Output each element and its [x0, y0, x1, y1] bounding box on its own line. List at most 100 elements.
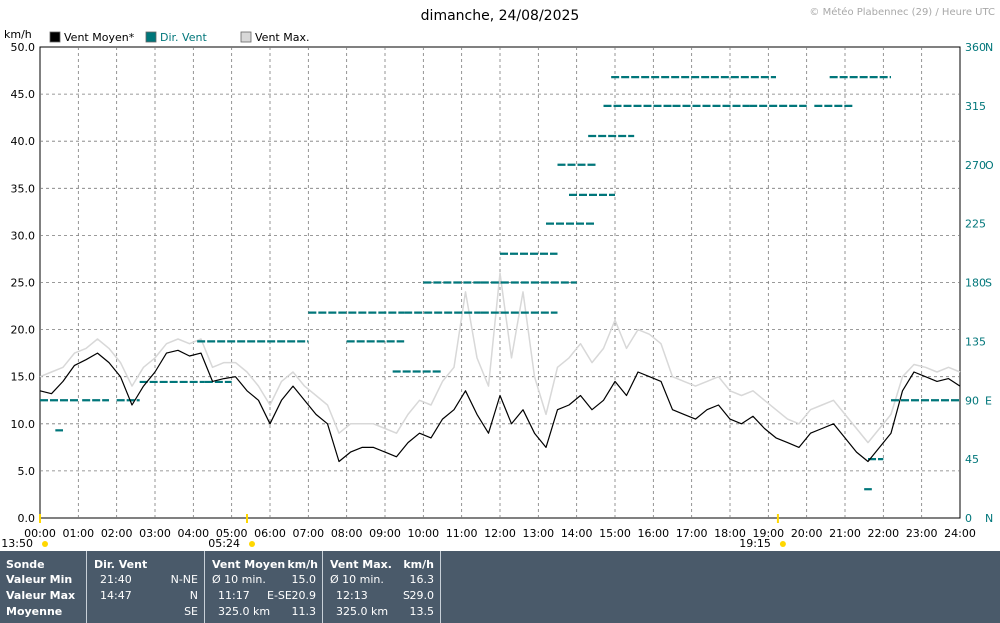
y2-cardinal-label: O [985, 159, 994, 172]
y-axis-unit: km/h [4, 28, 32, 41]
x-tick-label: 11:00 [446, 527, 478, 540]
x-tick-label: 19:00 [752, 527, 784, 540]
y2-cardinal-label: N [985, 41, 993, 54]
dir-min-value: N-NE [170, 573, 198, 586]
stats-header-sonde: Sonde [6, 558, 45, 571]
y-tick-label: 45.0 [11, 88, 36, 101]
max-max-time: 12:13 [336, 589, 368, 602]
dir-avg-value: SE [184, 605, 198, 618]
sun-icon [42, 541, 48, 547]
stats-col-dir: Dir. Vent 21:40 N-NE 14:47 N SE [87, 551, 205, 623]
max-max-dir: S [403, 589, 410, 602]
x-tick-label: 08:00 [331, 527, 363, 540]
legend-swatch-0 [49, 31, 61, 43]
legend-label-2: Vent Max. [255, 31, 309, 44]
x-tick-label: 21:00 [829, 527, 861, 540]
x-tick-label: 15:00 [599, 527, 631, 540]
sun-marker-label: 19:15 [739, 537, 771, 550]
moy-distance: 325.0 km [218, 605, 271, 618]
dir-max-time: 14:47 [100, 589, 132, 602]
y2-cardinal-label: S [985, 277, 992, 290]
y2-tick-label: 45 [965, 453, 979, 466]
x-tick-label: 20:00 [791, 527, 823, 540]
moy-min-value: 15.0 [291, 573, 317, 586]
stats-panel: Sonde Valeur Min Valeur Max Moyenne Dir.… [0, 551, 1000, 623]
stats-header-dir: Dir. Vent [94, 558, 148, 571]
chart-credit: © Météo Plabennec (29) / Heure UTC [809, 6, 995, 18]
y-tick-label: 35.0 [11, 182, 36, 195]
x-tick-label: 12:00 [484, 527, 516, 540]
y2-tick-label: 225 [965, 218, 986, 231]
x-tick-label: 10:00 [407, 527, 439, 540]
series-vent-moyen [39, 349, 961, 463]
max-min-value: 16.3 [409, 573, 435, 586]
dir-min-time: 21:40 [100, 573, 132, 586]
x-tick-label: 05:00 [216, 527, 248, 540]
y-tick-label: 20.0 [11, 324, 36, 337]
x-tick-label: 16:00 [637, 527, 669, 540]
dir-max-value: N [189, 589, 198, 602]
sun-marker-label: 13:50 [1, 537, 33, 550]
y2-tick-label: 270 [965, 159, 986, 172]
x-tick-label: 06:00 [254, 527, 286, 540]
stats-col-moy: Vent Moyen km/h Ø 10 min. 15.0 11:17 E-S… [205, 551, 323, 623]
wind-chart: dimanche, 24/08/2025 © Météo Plabennec (2… [1, 6, 995, 550]
x-tick-label: 00:00 [24, 527, 56, 540]
legend-label-1: Dir. Vent [160, 31, 207, 44]
x-tick-label: 03:00 [139, 527, 171, 540]
chart-title: dimanche, 24/08/2025 [421, 8, 580, 24]
row-label-max: Valeur Max [6, 589, 76, 602]
y2-tick-label: 90 [965, 394, 979, 407]
x-tick-label: 13:00 [522, 527, 554, 540]
x-tick-label: 17:00 [676, 527, 708, 540]
y-tick-label: 50.0 [11, 41, 36, 54]
x-tick-label: 23:00 [906, 527, 938, 540]
stats-header-moy-unit: km/h [287, 558, 318, 571]
stats-header-moy: Vent Moyen [212, 558, 286, 571]
x-tick-label: 18:00 [714, 527, 746, 540]
y2-cardinal-label: E [985, 394, 992, 407]
moy-min-label: Ø 10 min. [212, 573, 266, 586]
y2-tick-label: 315 [965, 100, 986, 113]
y2-tick-label: 180 [965, 277, 986, 290]
x-tick-label: 01:00 [62, 527, 94, 540]
moy-max-time: 11:17 [218, 589, 250, 602]
y-tick-label: 30.0 [11, 229, 36, 242]
legend-swatch-1 [145, 31, 157, 43]
x-tick-label: 09:00 [369, 527, 401, 540]
y2-tick-label: 360 [965, 41, 986, 54]
x-tick-label: 22:00 [867, 527, 899, 540]
stats-col-sonde: Sonde Valeur Min Valeur Max Moyenne [0, 551, 87, 623]
y2-cardinal-label: N [985, 512, 993, 525]
sun-icon [249, 541, 255, 547]
y2-tick-label: 135 [965, 335, 986, 348]
sun-marker-label: 05:24 [208, 537, 240, 550]
moy-max-value: 20.9 [291, 589, 317, 602]
x-tick-label: 07:00 [292, 527, 324, 540]
row-label-moyenne: Moyenne [6, 605, 63, 618]
x-tick-label: 04:00 [177, 527, 209, 540]
x-tick-label: 14:00 [561, 527, 593, 540]
moy-max-dir: E-SE [267, 589, 292, 602]
series-vent-max [39, 272, 961, 444]
stats-header-max-unit: km/h [403, 558, 434, 571]
max-distance: 325.0 km [336, 605, 389, 618]
row-label-min: Valeur Min [6, 573, 73, 586]
moy-avg-value: 11.3 [291, 605, 317, 618]
y-tick-label: 25.0 [11, 277, 36, 290]
max-max-value: 29.0 [409, 589, 435, 602]
sun-icon [779, 541, 786, 547]
y2-tick-label: 0 [965, 512, 972, 525]
legend-label-0: Vent Moyen* [64, 31, 135, 44]
x-tick-label: 02:00 [101, 527, 133, 540]
stats-col-max: Vent Max. km/h Ø 10 min. 16.3 12:13 S 29… [323, 551, 441, 623]
stats-header-max: Vent Max. [330, 558, 392, 571]
y-tick-label: 10.0 [11, 418, 36, 431]
legend-swatch-2 [240, 31, 252, 43]
y-tick-label: 15.0 [11, 371, 36, 384]
y-tick-label: 0.0 [18, 512, 36, 525]
x-tick-label: 24:00 [944, 527, 976, 540]
y-tick-label: 40.0 [11, 135, 36, 148]
max-avg-value: 13.5 [409, 605, 435, 618]
max-min-label: Ø 10 min. [330, 573, 384, 586]
